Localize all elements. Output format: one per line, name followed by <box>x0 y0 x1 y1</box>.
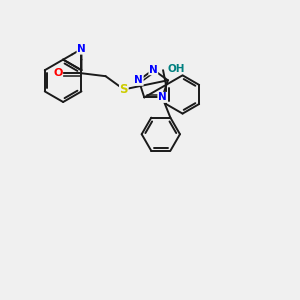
Text: O: O <box>53 68 63 78</box>
Text: N: N <box>158 92 167 102</box>
Text: N: N <box>149 65 158 75</box>
Text: N: N <box>134 75 143 85</box>
Text: S: S <box>120 83 128 96</box>
Text: OH: OH <box>167 64 185 74</box>
Text: N: N <box>77 44 86 54</box>
